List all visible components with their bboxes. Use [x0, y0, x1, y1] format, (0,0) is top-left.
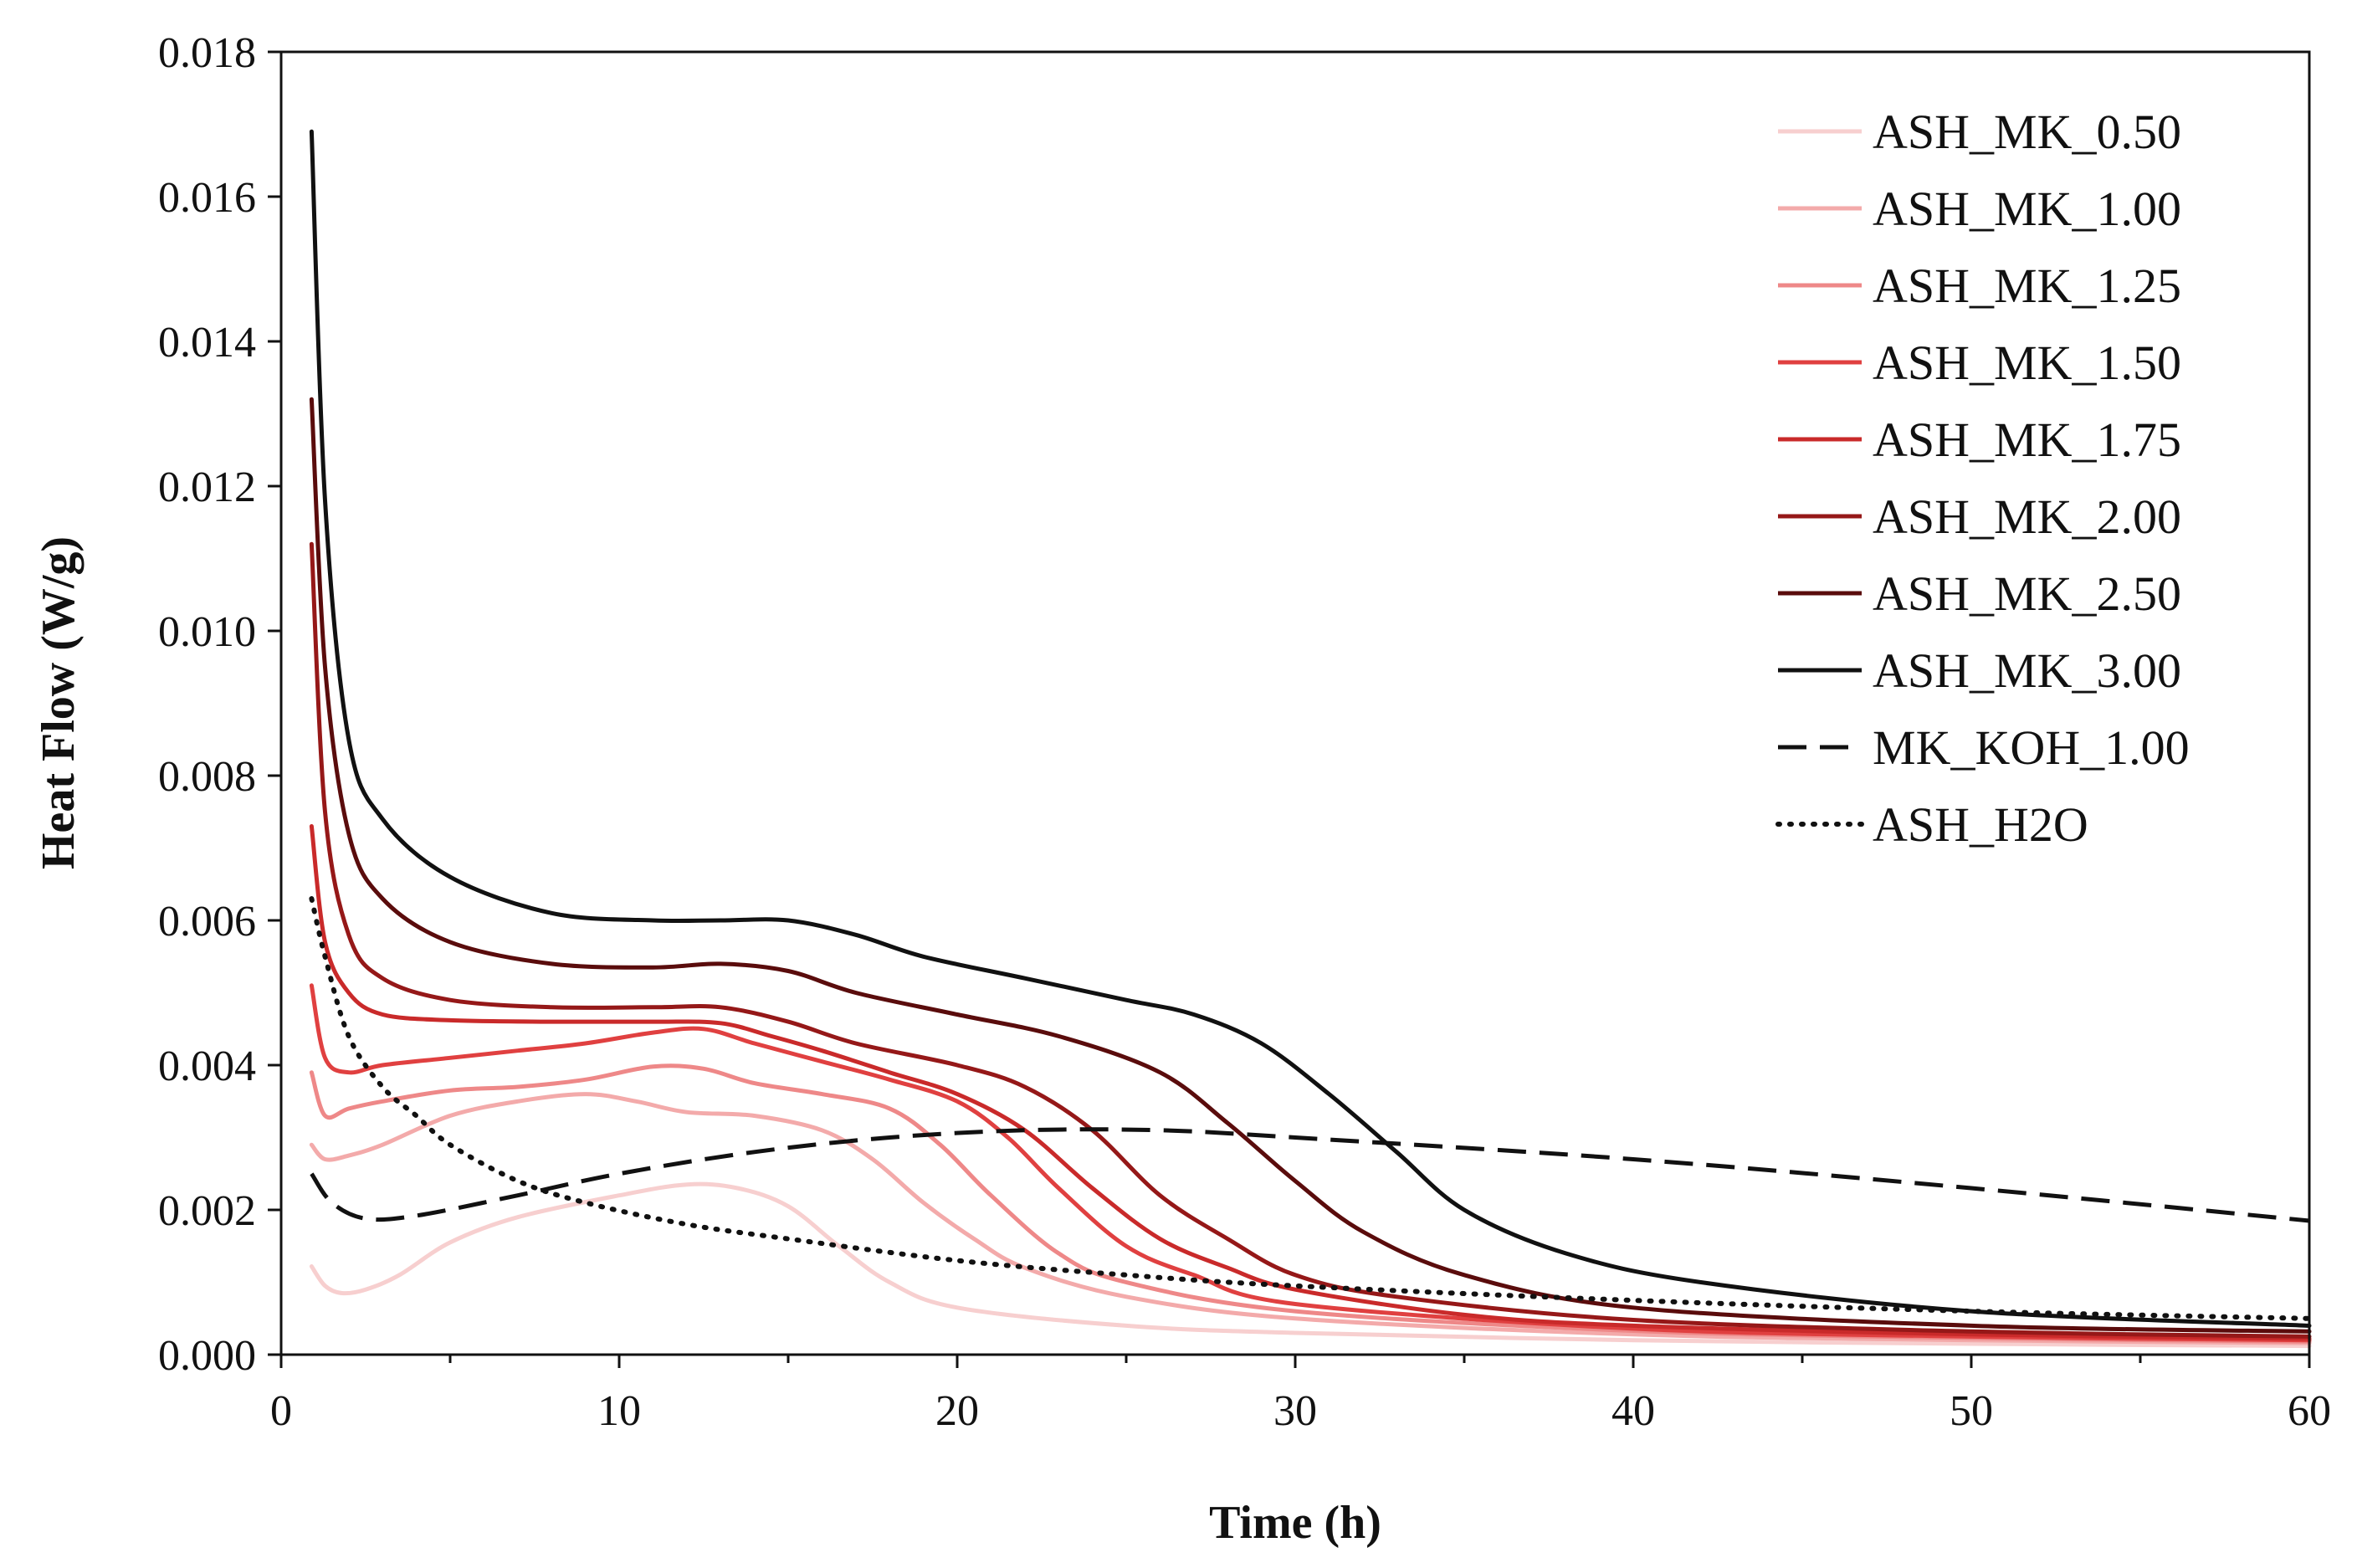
legend-label-ash-mk-3-00: ASH_MK_3.00	[1873, 643, 2181, 698]
x-axis-title: Time (h)	[1209, 1497, 1381, 1549]
legend: ASH_MK_0.50 ASH_MK_1.00 ASH_MK_1.25 ASH_MK_…	[1775, 105, 2190, 852]
legend-label-ash-mk-1-75: ASH_MK_1.75	[1873, 412, 2181, 467]
y-axis-title: Heat Flow (W/g)	[33, 536, 85, 869]
series-line-ash-mk-1-75	[309, 824, 2312, 1341]
x-tick-label: 20	[935, 1387, 979, 1435]
y-tick-label: 0.006	[158, 898, 256, 945]
y-tick-label: 0.004	[158, 1043, 256, 1090]
series-line-ash-mk-1-50	[309, 983, 2312, 1343]
series-line-ash-mk-2-00	[309, 541, 2312, 1339]
y-tick-label: 0.012	[158, 464, 256, 511]
legend-label-ash-mk-0-50: ASH_MK_0.50	[1873, 105, 2181, 159]
legend-label-ash-mk-2-00: ASH_MK_2.00	[1873, 489, 2181, 544]
tick-layer: 0 10 20 30 40 50 60 0.000 0.002 0.004 0.006 0.008 0.…	[158, 29, 2331, 1435]
legend-label-ash-h2o: ASH_H2O	[1873, 797, 2088, 852]
y-tick-label: 0.000	[158, 1332, 256, 1380]
y-tick-label: 0.016	[158, 174, 256, 222]
series-layer	[309, 129, 2312, 1349]
y-tick-label: 0.002	[158, 1187, 256, 1235]
y-tick-label: 0.010	[158, 608, 256, 656]
series-line-ash-mk-1-00	[309, 1092, 2312, 1345]
legend-label-ash-mk-1-00: ASH_MK_1.00	[1873, 182, 2181, 236]
y-tick-label: 0.008	[158, 753, 256, 801]
series-line-ash-mk-3-00	[309, 129, 2312, 1328]
x-tick-label: 40	[1611, 1387, 1655, 1435]
legend-label-ash-mk-2-50: ASH_MK_2.50	[1873, 566, 2181, 621]
series-line-ash-mk-2-50	[309, 397, 2312, 1334]
x-tick-label: 0	[270, 1387, 292, 1435]
y-tick-label: 0.014	[158, 319, 256, 366]
x-tick-label: 30	[1273, 1387, 1317, 1435]
series-line-mk-koh-1-00	[310, 1127, 2310, 1223]
y-tick-label: 0.018	[158, 29, 256, 77]
x-tick-label: 60	[2288, 1387, 2331, 1435]
series-line-ash-mk-0-50	[309, 1181, 2312, 1349]
legend-label-mk-koh-1-00: MK_KOH_1.00	[1873, 720, 2190, 775]
x-tick-label: 50	[1950, 1387, 1993, 1435]
legend-label-ash-mk-1-25: ASH_MK_1.25	[1873, 259, 2181, 313]
legend-label-ash-mk-1-50: ASH_MK_1.50	[1873, 336, 2181, 390]
x-tick-label: 10	[597, 1387, 641, 1435]
